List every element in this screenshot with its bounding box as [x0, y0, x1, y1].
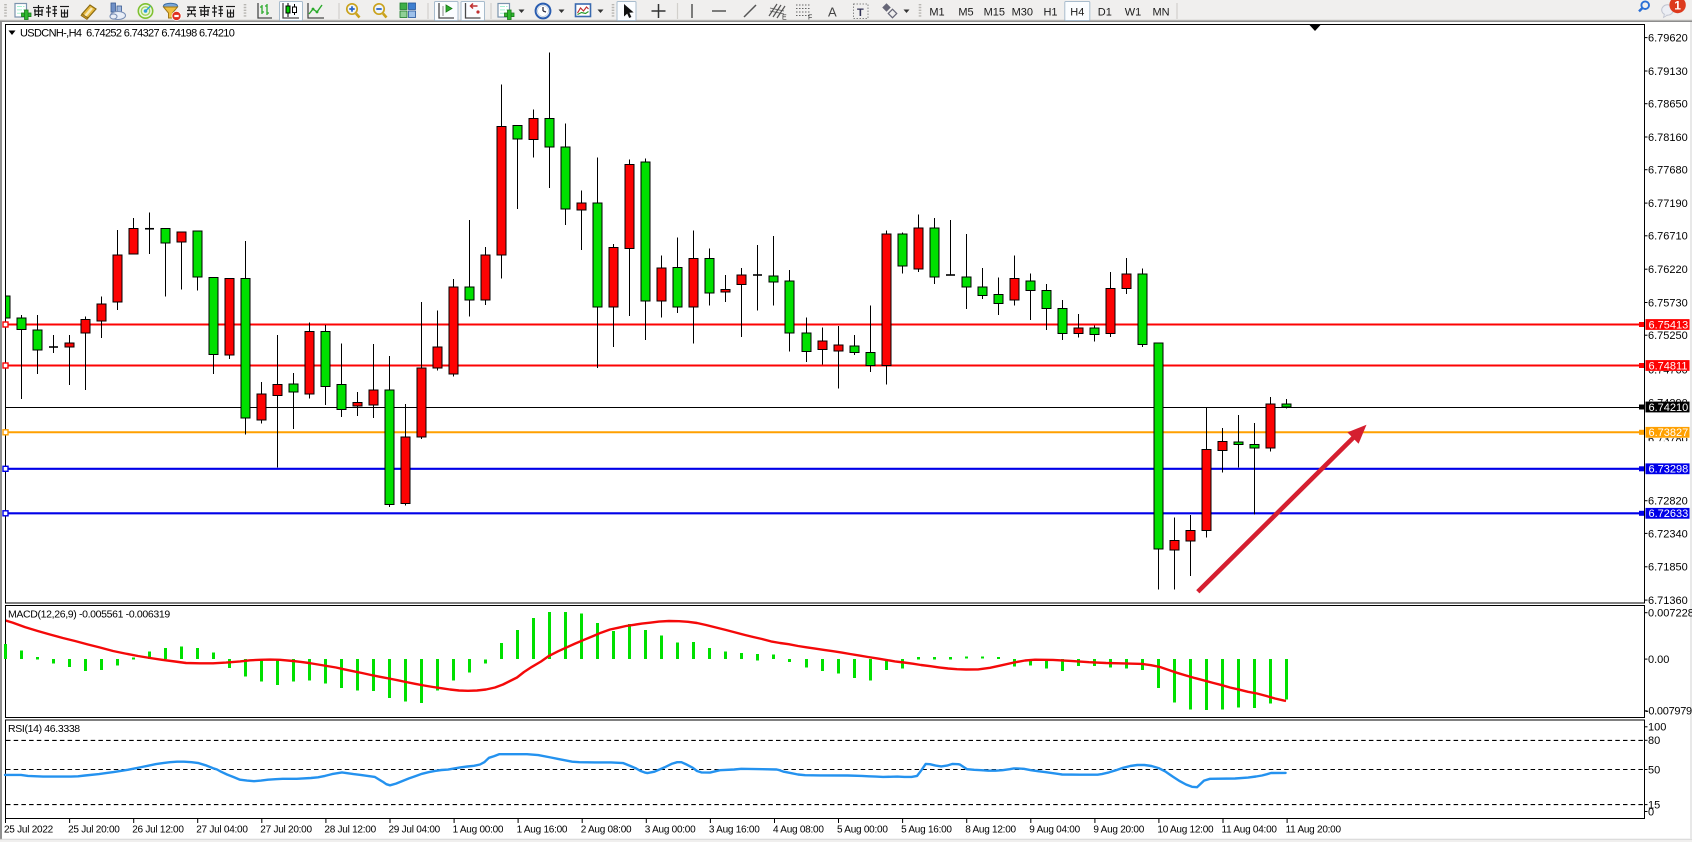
svg-text:M5: M5 [958, 7, 973, 19]
svg-text:100: 100 [1648, 722, 1666, 734]
svg-text:25 Jul 20:00: 25 Jul 20:00 [68, 825, 120, 836]
svg-text:2 Aug 08:00: 2 Aug 08:00 [581, 825, 632, 836]
svg-text:5 Aug 00:00: 5 Aug 00:00 [837, 825, 888, 836]
svg-text:RSI(14) 46.3338: RSI(14) 46.3338 [8, 723, 80, 735]
svg-text:25 Jul 2022: 25 Jul 2022 [4, 825, 54, 836]
svg-text:0.00: 0.00 [1648, 654, 1669, 666]
svg-text:6.79620: 6.79620 [1648, 33, 1688, 45]
svg-text:W1: W1 [1125, 7, 1142, 19]
svg-text:MN: MN [1152, 7, 1169, 19]
svg-text:0: 0 [1648, 806, 1654, 818]
svg-text:M30: M30 [1012, 7, 1033, 19]
svg-text:11 Aug 04:00: 11 Aug 04:00 [1222, 825, 1278, 836]
svg-text:6.75413: 6.75413 [1649, 319, 1689, 331]
svg-text:6.72340: 6.72340 [1648, 528, 1688, 540]
svg-text:29 Jul 04:00: 29 Jul 04:00 [389, 825, 441, 836]
svg-text:A: A [828, 5, 837, 20]
svg-text:M15: M15 [984, 7, 1005, 19]
svg-text:5 Aug 16:00: 5 Aug 16:00 [901, 825, 952, 836]
svg-text:3 Aug 00:00: 3 Aug 00:00 [645, 825, 696, 836]
svg-text:6.74210: 6.74210 [1649, 402, 1689, 414]
svg-text:6.77680: 6.77680 [1648, 165, 1688, 177]
svg-text:6.75250: 6.75250 [1648, 330, 1688, 342]
svg-text:0.007228: 0.007228 [1648, 608, 1692, 620]
svg-text:6.74760: 6.74760 [1648, 364, 1688, 376]
svg-text:9 Aug 04:00: 9 Aug 04:00 [1029, 825, 1080, 836]
svg-text:50: 50 [1648, 764, 1660, 776]
svg-text:6.72633: 6.72633 [1649, 508, 1689, 520]
svg-text:F: F [808, 15, 812, 22]
svg-text:6.75730: 6.75730 [1648, 297, 1688, 309]
svg-text:6.73827: 6.73827 [1649, 427, 1689, 439]
svg-text:6.79130: 6.79130 [1648, 66, 1688, 78]
svg-text:6.71850: 6.71850 [1648, 562, 1688, 574]
svg-text:E: E [782, 15, 787, 22]
svg-text:4 Aug 08:00: 4 Aug 08:00 [773, 825, 824, 836]
svg-text:10 Aug 12:00: 10 Aug 12:00 [1157, 825, 1214, 836]
svg-text:1: 1 [1674, 0, 1681, 12]
svg-text:USDCNH-,H4 6.74252 6.74327 6.: USDCNH-,H4 6.74252 6.74327 6.74198 6.742… [20, 28, 235, 40]
svg-text:28 Jul 12:00: 28 Jul 12:00 [324, 825, 376, 836]
svg-text:9 Aug 20:00: 9 Aug 20:00 [1093, 825, 1144, 836]
svg-text:6.77190: 6.77190 [1648, 198, 1688, 210]
svg-text:26 Jul 12:00: 26 Jul 12:00 [132, 825, 184, 836]
svg-text:-0.007979: -0.007979 [1645, 706, 1692, 718]
svg-text:MACD(12,26,9) -0.005561 -0.006: MACD(12,26,9) -0.005561 -0.006319 [8, 609, 170, 621]
svg-text:15: 15 [1648, 800, 1660, 812]
svg-text:1 Aug 00:00: 1 Aug 00:00 [453, 825, 504, 836]
svg-text:6.78650: 6.78650 [1648, 99, 1688, 111]
svg-text:1 Aug 16:00: 1 Aug 16:00 [517, 825, 568, 836]
svg-text:6.76220: 6.76220 [1648, 264, 1688, 276]
svg-text:6.74290: 6.74290 [1648, 398, 1688, 410]
svg-text:6.78160: 6.78160 [1648, 132, 1688, 144]
svg-text:80: 80 [1648, 735, 1660, 747]
svg-text:M1: M1 [929, 7, 944, 19]
svg-text:11 Aug 20:00: 11 Aug 20:00 [1286, 825, 1342, 836]
svg-text:H4: H4 [1070, 7, 1084, 19]
svg-text:27 Jul 04:00: 27 Jul 04:00 [196, 825, 248, 836]
svg-text:6.73298: 6.73298 [1649, 464, 1689, 476]
svg-text:6.71360: 6.71360 [1648, 595, 1688, 607]
svg-text:6.72820: 6.72820 [1648, 496, 1688, 508]
svg-text:D1: D1 [1098, 7, 1112, 19]
svg-text:6.74811: 6.74811 [1649, 360, 1688, 372]
svg-text:27 Jul 20:00: 27 Jul 20:00 [260, 825, 312, 836]
svg-text:8 Aug 12:00: 8 Aug 12:00 [965, 825, 1016, 836]
svg-text:6.73780: 6.73780 [1648, 434, 1688, 446]
svg-text:3 Aug 16:00: 3 Aug 16:00 [709, 825, 760, 836]
svg-text:H1: H1 [1043, 7, 1057, 19]
svg-text:6.76710: 6.76710 [1648, 231, 1688, 243]
svg-text:T: T [857, 7, 864, 19]
